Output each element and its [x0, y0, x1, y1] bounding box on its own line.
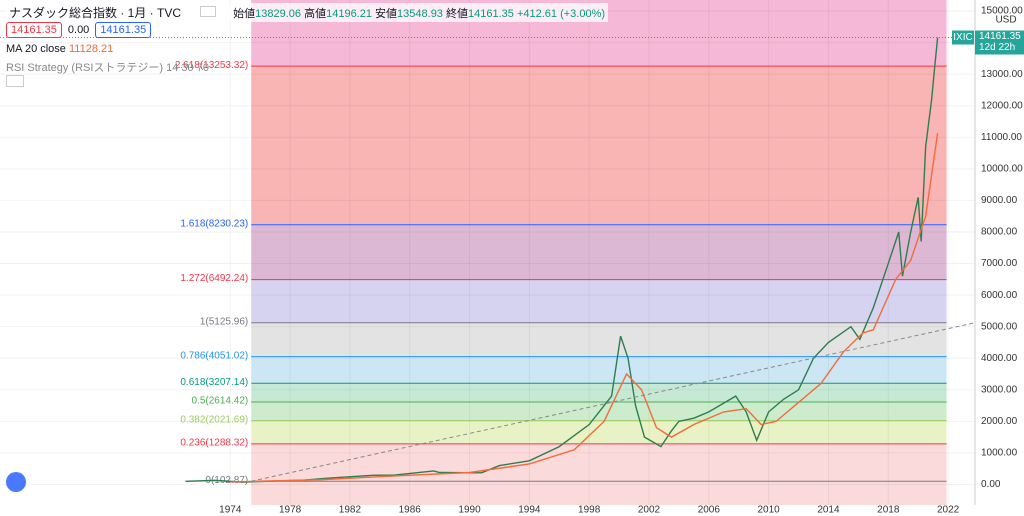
fib-base-fill	[251, 481, 947, 505]
x-tick-label: 2010	[758, 505, 781, 516]
x-tick-label: 1982	[339, 505, 362, 516]
y-tick-label: 8000.00	[981, 227, 1018, 238]
trade-boxes: 14161.35 0.00 14161.35	[6, 22, 157, 38]
y-tick-label: 7000.00	[981, 258, 1018, 269]
series-line	[185, 37, 939, 483]
sell-box[interactable]: 14161.35	[6, 22, 62, 38]
y-tick-label: 9000.00	[981, 195, 1018, 206]
x-tick-label: 1974	[219, 505, 242, 516]
x-tick-label: 2014	[817, 505, 840, 516]
series-line	[251, 322, 976, 482]
x-tick-label: 2022	[937, 505, 960, 516]
fib-label: 0.786(4051.02)	[180, 350, 248, 361]
fib-band	[251, 322, 947, 357]
spread: 0.00	[67, 24, 90, 36]
logo	[6, 472, 26, 492]
fib-band	[251, 383, 947, 402]
open: 13829.06	[255, 8, 302, 20]
y-tick-label: 6000.00	[981, 290, 1018, 301]
y-tick-label: 12000.00	[981, 100, 1023, 111]
rsi-legend: RSI Strategy (RSIストラテジー) 14 30 70	[6, 62, 209, 74]
y-tick-label: 11000.00	[981, 132, 1022, 143]
buy-box[interactable]: 14161.35	[95, 22, 152, 38]
toggle[interactable]	[200, 6, 217, 17]
high-label: 高値	[304, 8, 327, 20]
ma-label: MA 20 close	[6, 43, 66, 55]
fib-band	[251, 420, 947, 444]
x-tick-label: 1986	[399, 505, 422, 516]
fib-band	[251, 279, 947, 323]
y-tick-label: 15000.00	[981, 6, 1023, 17]
y-tick-label: 0.00	[981, 479, 1001, 490]
change: +412.61 (+3.00%)	[516, 8, 606, 20]
price-tag-text: 14161.35	[979, 31, 1021, 42]
price-tag	[975, 30, 1024, 55]
y-tick-label: 5000.00	[981, 321, 1018, 332]
fib-label: 1.272(6492.24)	[180, 273, 248, 284]
price-tag-countdown: 12d 22h	[979, 42, 1015, 53]
close: 14161.35	[468, 8, 514, 20]
y-tick-label: 4000.00	[981, 353, 1018, 364]
ma-value: 11128.21	[68, 43, 114, 55]
y-tick-label: 3000.00	[981, 384, 1018, 395]
header: ナスダック総合指数 · 1月 · TVC 始値13829.06 高値14196.…	[6, 3, 609, 22]
high: 14196.21	[326, 8, 372, 20]
fib-band	[251, 443, 947, 482]
ma-legend: MA 20 close 11128.21	[6, 43, 113, 55]
fib-band	[251, 356, 947, 384]
x-tick-label: 1994	[518, 505, 541, 516]
currency: USD	[995, 15, 1016, 26]
y-tick-label: 2000.00	[981, 416, 1018, 427]
fib-label: 2.618(13253.32)	[175, 60, 248, 71]
price-tag-symbol-text: IXIC	[953, 32, 972, 43]
symbol: ナスダック総合指数 · 1月 · TVC	[9, 6, 182, 20]
y-tick-label: 13000.00	[981, 69, 1023, 80]
x-tick-label: 2002	[638, 505, 661, 516]
x-tick-label: 1990	[458, 505, 481, 516]
low-label: 安値	[375, 8, 398, 20]
collapse-button[interactable]	[6, 75, 24, 87]
fib-band	[251, 66, 947, 225]
x-tick-label: 2006	[698, 505, 721, 516]
fib-label: 0.618(3207.14)	[180, 377, 248, 388]
x-tick-label: 1998	[578, 505, 601, 516]
fib-label: 0(102.87)	[205, 475, 248, 486]
fib-label: 1.618(8230.23)	[180, 218, 248, 229]
fib-label: 0.382(2021.69)	[180, 414, 248, 425]
open-label: 始値	[233, 8, 256, 20]
fib-label: 0.5(2614.42)	[192, 396, 249, 407]
low: 13548.93	[397, 8, 443, 20]
fib-band	[251, 224, 947, 280]
close-label: 終値	[446, 8, 468, 20]
x-tick-label: 2018	[877, 505, 900, 516]
fib-label: 0.236(1288.32)	[180, 437, 248, 448]
x-tick-label: 1978	[279, 505, 302, 516]
y-tick-label: 10000.00	[981, 164, 1023, 175]
fib-label: 1(5125.96)	[200, 316, 248, 327]
price-tag-symbol	[952, 30, 974, 45]
series-line	[230, 133, 939, 483]
y-tick-label: 1000.00	[981, 448, 1018, 459]
